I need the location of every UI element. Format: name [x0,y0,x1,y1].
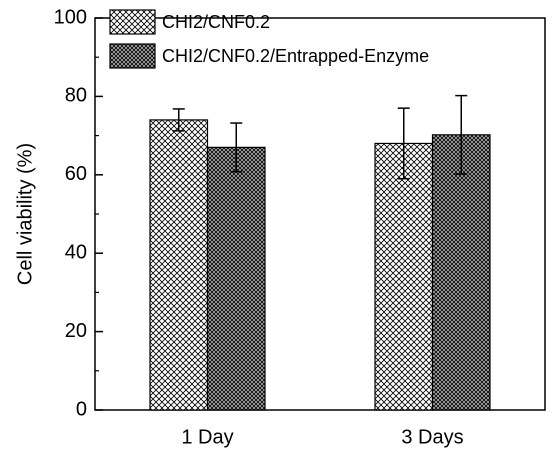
y-tick-label: 20 [65,320,87,342]
legend-label: CHI2/CNF0.2 [162,12,270,32]
legend-label: CHI2/CNF0.2/Entrapped-Enzyme [162,46,429,66]
y-tick-label: 0 [76,398,87,420]
y-tick-label: 60 [65,163,87,185]
bar [431,134,491,411]
error-bar [230,122,243,173]
legend-swatch [109,43,156,69]
y-tick-label: 80 [65,85,87,107]
x-tick-label: 3 Days [401,426,463,448]
bar [374,142,434,411]
bar [206,146,266,411]
error-bar [455,94,468,175]
y-axis-label: Cell viability (%) [14,143,36,285]
y-tick-label: 40 [65,241,87,263]
x-tick-label: 1 Day [181,426,233,448]
legend-swatch [109,9,156,35]
error-bar [172,108,185,132]
y-tick-label: 100 [54,6,87,28]
error-bar [397,107,410,180]
bar [149,119,209,411]
